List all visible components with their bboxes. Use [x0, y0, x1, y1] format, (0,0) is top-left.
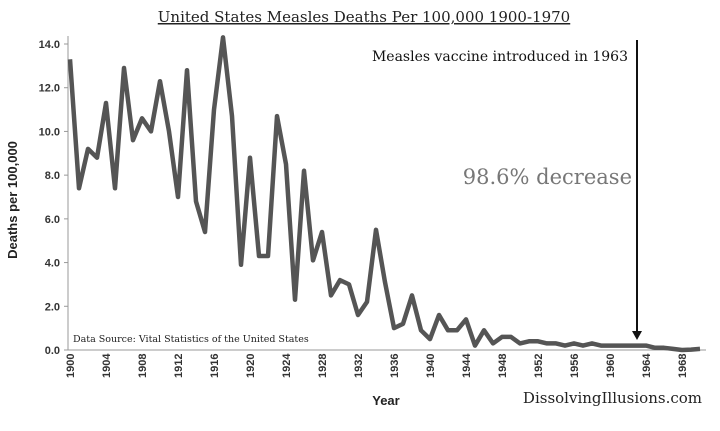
x-tick-label: 1924 [281, 353, 293, 378]
x-tick-label: 1948 [497, 354, 509, 378]
x-tick-label: 1944 [461, 353, 473, 378]
x-tick-label: 1956 [569, 354, 581, 378]
x-tick-label: 1932 [353, 354, 365, 378]
x-tick-label: 1908 [137, 354, 149, 378]
y-tick-label: 8.0 [45, 170, 60, 182]
x-tick-label: 1964 [641, 353, 653, 378]
x-tick-label: 1936 [389, 354, 401, 378]
x-tick-label: 1960 [605, 354, 617, 378]
y-axis-label: Deaths per 100,000 [5, 141, 20, 259]
x-tick-label: 1952 [533, 354, 545, 378]
y-tick-label: 14.0 [39, 39, 60, 51]
y-tick-label: 2.0 [45, 301, 60, 313]
decrease-annotation: 98.6% decrease [463, 165, 632, 189]
x-tick-label: 1968 [677, 354, 689, 378]
y-tick-label: 6.0 [45, 214, 60, 226]
data-source: Data Source: Vital Statistics of the Uni… [73, 334, 309, 345]
vaccine-annotation: Measles vaccine introduced in 1963 [372, 49, 628, 65]
x-tick-label: 1912 [173, 354, 185, 378]
x-tick-label: 1900 [65, 354, 77, 378]
y-tick-label: 4.0 [45, 258, 60, 270]
y-tick-label: 0.0 [45, 345, 60, 357]
x-tick-label: 1916 [209, 354, 221, 378]
chart-title: United States Measles Deaths Per 100,000… [158, 8, 570, 26]
site-credit: DissolvingIllusions.com [523, 389, 702, 407]
x-tick-label: 1928 [317, 354, 329, 378]
vaccine-arrowhead [632, 331, 642, 340]
y-tick-label: 12.0 [39, 83, 60, 95]
y-tick-label: 10.0 [39, 126, 60, 138]
x-tick-label: 1920 [245, 354, 257, 378]
x-tick-label: 1904 [101, 353, 113, 378]
series-line [67, 35, 701, 353]
x-axis-label: Year [372, 393, 399, 408]
x-tick-label: 1940 [425, 354, 437, 378]
